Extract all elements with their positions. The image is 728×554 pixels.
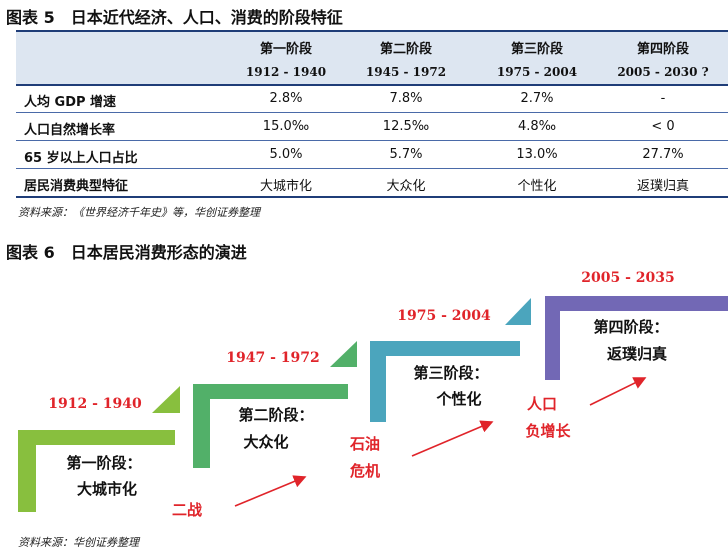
col-header-stage1: 第一阶段 [259, 42, 312, 57]
row-divider [16, 140, 728, 141]
stage2-years: 1947 - 1972 [226, 350, 320, 366]
table-cell: 4.8‰ [517, 119, 557, 134]
col-header-stage3: 第三阶段 [510, 42, 563, 57]
table-cell: 大城市化 [259, 179, 312, 194]
stage3-name: 第三阶段： [413, 364, 488, 382]
col-header-stage2: 第二阶段 [379, 42, 432, 57]
event-negative-growth: 负增长 [525, 422, 571, 440]
event-crisis: 危机 [350, 462, 380, 480]
stage1-step-shape [18, 430, 175, 512]
table-top-rule [16, 30, 728, 32]
stage3-years: 1975 - 2004 [397, 308, 491, 324]
table-cell: 7.8% [389, 91, 423, 106]
table-cell: 大众化 [386, 179, 426, 194]
table-cell: 5.0% [269, 147, 303, 162]
stage4-block: 2005 - 2035 第四阶段： 返璞归真 [545, 270, 728, 380]
table-cell: 2.7% [520, 91, 554, 106]
stage4-years: 2005 - 2035 [581, 270, 675, 286]
col-header-years1: 1912 - 1940 [245, 65, 327, 79]
stage2-feature: 大众化 [243, 433, 288, 451]
table-cell: - [660, 91, 666, 106]
stage2-name: 第二阶段： [238, 406, 313, 424]
table-header-rule [16, 84, 728, 86]
event-ww2: 二战 [172, 501, 202, 519]
row-label-population-growth: 人口自然增长率 [24, 123, 116, 138]
table5-title-text: 日本近代经济、人口、消费的阶段特征 [70, 8, 343, 27]
stage1-corner-triangle [152, 386, 180, 413]
table5-source: 资料来源：《世界经济千年史》等，华创证券整理 [18, 206, 260, 219]
figure6-title-prefix: 图表 6 [6, 243, 55, 262]
table-bottom-rule [16, 196, 728, 198]
stage4-name: 第四阶段： [593, 318, 668, 336]
stage2-block: 1947 - 1972 第二阶段： 大众化 [193, 341, 357, 468]
row-label-gdp: 人均 GDP 增速 [24, 95, 117, 110]
table5-title-prefix: 图表 5 [6, 8, 55, 27]
stage3-feature: 个性化 [435, 390, 481, 408]
stage1-block: 1912 - 1940 第一阶段： 大城市化 [18, 386, 180, 512]
table-cell: 个性化 [517, 179, 557, 194]
stage2-step-shape [193, 384, 348, 468]
stage-table: 第一阶段 1912 - 1940 第二阶段 1945 - 1972 第三阶段 1… [16, 30, 728, 198]
table5-title: 图表 5 日本近代经济、人口、消费的阶段特征 [6, 4, 343, 28]
stage1-name: 第一阶段： [66, 454, 141, 472]
stage1-years: 1912 - 1940 [48, 396, 142, 412]
row-label-aged-share: 65 岁以上人口占比 [24, 151, 138, 166]
stage3-corner-triangle [505, 298, 531, 325]
row-divider [16, 168, 728, 169]
table-cell: 13.0% [516, 147, 558, 162]
stage3-block: 1975 - 2004 第三阶段： 个性化 [370, 298, 531, 422]
transition-arrow-1 [234, 475, 307, 507]
figure6-title-text: 日本居民消费形态的演进 [70, 243, 247, 262]
stage2-corner-triangle [330, 341, 357, 367]
figure6-source: 资料来源：华创证券整理 [18, 536, 139, 549]
transition-arrow-3 [589, 377, 647, 406]
event-population: 人口 [527, 395, 557, 413]
col-header-years4: 2005 - 2030 ? [617, 65, 709, 79]
table-cell: 27.7% [642, 147, 684, 162]
row-divider [16, 112, 728, 113]
table-cell: 15.0‰ [262, 119, 310, 134]
table-cell: 12.5‰ [382, 119, 430, 134]
stage4-step-shape [545, 296, 728, 380]
table-cell: 返璞归真 [636, 179, 689, 194]
table-cell: < 0 [651, 119, 675, 134]
stage4-feature: 返璞归真 [607, 345, 667, 363]
row-label-consumption: 居民消费典型特征 [24, 179, 129, 194]
table-header-band [16, 30, 728, 85]
col-header-years2: 1945 - 1972 [365, 65, 447, 79]
figure6-title: 图表 6 日本居民消费形态的演进 [6, 239, 247, 263]
table-cell: 2.8% [269, 91, 303, 106]
stage3-step-shape [370, 341, 520, 422]
stage1-feature: 大城市化 [77, 480, 137, 498]
col-header-stage4: 第四阶段 [636, 42, 689, 57]
event-oil: 石油 [349, 435, 380, 453]
transition-arrow-2 [411, 420, 494, 457]
col-header-years3: 1975 - 2004 [496, 65, 578, 79]
table-cell: 5.7% [389, 147, 423, 162]
